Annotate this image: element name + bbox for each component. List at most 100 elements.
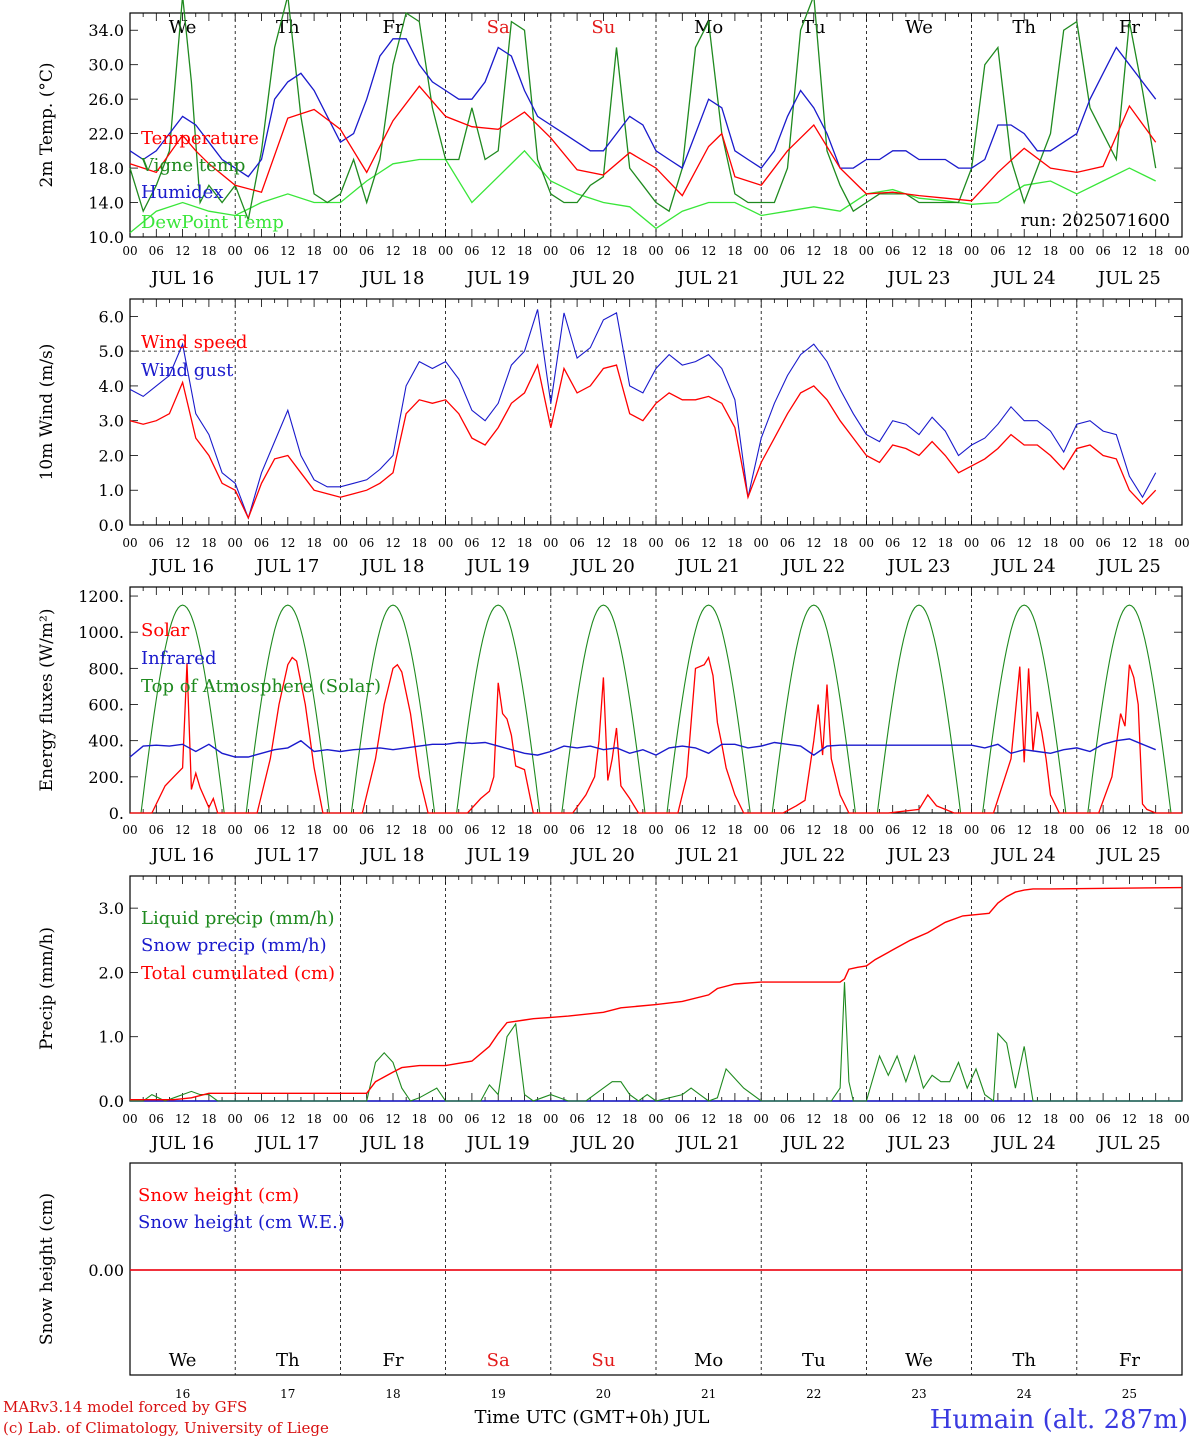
hour-tick-label: 06 [149, 536, 164, 550]
hour-tick-label: 12 [385, 244, 400, 258]
date-label: JUL 17 [254, 1133, 319, 1154]
hour-tick-label: 12 [701, 1112, 716, 1126]
hour-tick-label: 18 [622, 536, 637, 550]
day-number: 17 [280, 1387, 295, 1401]
hour-tick-label: 18 [412, 823, 427, 837]
hour-tick-label: 12 [175, 823, 190, 837]
date-label: JUL 18 [360, 1133, 425, 1154]
y-tick-label: 0.0 [99, 1092, 124, 1111]
date-label: JUL 25 [1096, 556, 1161, 577]
hour-tick-label: 00 [648, 823, 663, 837]
hour-tick-label: 12 [491, 536, 506, 550]
hour-tick-label: 06 [1095, 536, 1110, 550]
series-solar [130, 655, 1182, 814]
hour-tick-label: 12 [280, 244, 295, 258]
date-label: JUL 22 [780, 845, 845, 866]
weekday-label: Th [276, 17, 300, 38]
weekday-label: Fr [382, 17, 403, 38]
hour-tick-label: 00 [648, 1112, 663, 1126]
y-tick-label: 2.0 [99, 446, 124, 465]
hour-tick-label: 18 [832, 823, 847, 837]
legend-entry: Solar [141, 620, 190, 641]
weekday-label: Tu [802, 17, 826, 38]
hour-tick-label: 12 [806, 1112, 821, 1126]
date-label: JUL 21 [675, 845, 740, 866]
y-tick-label: 3.0 [99, 412, 124, 431]
hour-tick-label: 00 [859, 244, 874, 258]
hour-tick-label: 18 [306, 823, 321, 837]
y-tick-label: 10.0 [88, 228, 124, 247]
panel-1: 00 06 12 18 00 06 12 18 00 06 12 18 00 06 12 18 00 06 12 18… [37, 0, 1190, 289]
legend-entry: DewPoint Temp [141, 212, 284, 233]
hour-tick-label: 06 [885, 823, 900, 837]
y-tick-label: 1000. [78, 623, 124, 642]
legend-entry: Vigne temp [140, 155, 245, 176]
hour-tick-label: 18 [306, 536, 321, 550]
hour-tick-label: 00 [228, 1112, 243, 1126]
hour-tick-label: 06 [780, 1112, 795, 1126]
date-label: JUL 22 [780, 268, 845, 289]
weekday-label: Sa [487, 1350, 510, 1371]
hour-tick-label: 12 [911, 536, 926, 550]
date-label: JUL 20 [570, 845, 635, 866]
hour-tick-label: 18 [832, 536, 847, 550]
hour-tick-label: 12 [806, 536, 821, 550]
hour-tick-label: 00 [333, 244, 348, 258]
y-tick-label: 0.0 [99, 516, 124, 535]
date-label: JUL 19 [465, 268, 530, 289]
hour-tick-label: 00 [438, 1112, 453, 1126]
hour-tick-label: 00 [859, 1112, 874, 1126]
series-dewpoint-temp [129, 149, 1156, 234]
y-tick-label: 1.0 [99, 1028, 124, 1047]
hour-tick-label: 18 [938, 536, 953, 550]
hour-tick-label: 12 [1017, 536, 1032, 550]
hour-tick-label: 00 [648, 244, 663, 258]
series-humidex [129, 38, 1157, 178]
hour-tick-label: 12 [385, 536, 400, 550]
day-number: 20 [596, 1387, 611, 1401]
y-tick-label: 3.0 [99, 899, 124, 918]
date-label: JUL 24 [991, 556, 1056, 577]
y-tick-label: 5.0 [99, 342, 124, 361]
date-label: JUL 16 [149, 556, 214, 577]
hour-tick-label: 18 [727, 1112, 742, 1126]
weekday-label: Su [591, 1350, 615, 1371]
date-label: JUL 20 [570, 1133, 635, 1154]
hour-tick-label: 18 [1043, 536, 1058, 550]
weekday-label: We [169, 17, 197, 38]
y-tick-label: 1200. [78, 587, 124, 606]
hour-tick-label: 06 [990, 244, 1005, 258]
lab-credit: (c) Lab. of Climatology, University of L… [3, 1419, 329, 1437]
hour-tick-label: 12 [911, 1112, 926, 1126]
model-credit: MARv3.14 model forced by GFS [3, 1398, 247, 1416]
hour-tick-label: 12 [175, 244, 190, 258]
energy-y-label: Energy fluxes (W/m²) [37, 609, 57, 792]
weekday-label: Th [1012, 1350, 1036, 1371]
hour-tick-label: 18 [1043, 1112, 1058, 1126]
hour-tick-label: 06 [1095, 1112, 1110, 1126]
date-label: JUL 25 [1096, 1133, 1161, 1154]
y-tick-label: 200. [88, 768, 124, 787]
date-label: JUL 22 [780, 556, 845, 577]
date-label: JUL 23 [886, 268, 951, 289]
weekday-label: We [169, 1350, 197, 1371]
legend-entry: Wind speed [141, 332, 247, 353]
date-label: JUL 24 [991, 845, 1056, 866]
hour-tick-label: 06 [675, 536, 690, 550]
hour-tick-label: 12 [1017, 823, 1032, 837]
hour-tick-label: 06 [149, 823, 164, 837]
y-tick-label: 6.0 [99, 307, 124, 326]
hour-tick-label: 12 [596, 1112, 611, 1126]
hour-tick-label: 18 [727, 823, 742, 837]
hour-tick-label: 06 [569, 1112, 584, 1126]
hour-tick-label: 00 [438, 536, 453, 550]
y-tick-label: 600. [88, 696, 124, 715]
date-label: JUL 20 [570, 268, 635, 289]
legend-entry: Humidex [141, 182, 223, 203]
hour-tick-label: 12 [175, 1112, 190, 1126]
hour-tick-label: 06 [1095, 244, 1110, 258]
hour-tick-label: 12 [911, 823, 926, 837]
hour-tick-label: 12 [1017, 244, 1032, 258]
y-tick-label: 400. [88, 732, 124, 751]
hour-tick-label: 06 [990, 823, 1005, 837]
